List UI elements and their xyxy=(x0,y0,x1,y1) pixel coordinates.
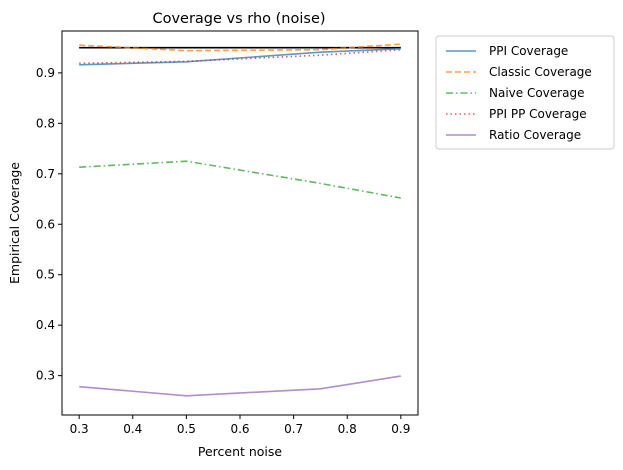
y-tick-label: 0.5 xyxy=(36,268,55,282)
x-tick-label: 0.4 xyxy=(123,422,142,436)
series-line-classic-coverage xyxy=(79,43,401,52)
legend-label: Ratio Coverage xyxy=(489,128,581,142)
legend-label: Naive Coverage xyxy=(489,86,584,100)
x-tick-label: 0.3 xyxy=(70,422,89,436)
x-tick-label: 0.5 xyxy=(177,422,196,436)
plot-area xyxy=(62,31,418,415)
y-tick-label: 0.8 xyxy=(36,116,55,130)
x-tick-label: 0.6 xyxy=(230,422,249,436)
legend-box xyxy=(435,35,615,150)
y-axis: 0.3 0.4 0.5 0.6 0.7 0.8 0.9 xyxy=(36,66,62,383)
y-tick-label: 0.4 xyxy=(36,318,55,332)
legend-label: Classic Coverage xyxy=(489,65,592,79)
legend-label: PPI PP Coverage xyxy=(489,107,587,121)
y-tick-label: 0.6 xyxy=(36,217,55,231)
y-tick-label: 0.9 xyxy=(36,66,55,80)
x-tick-label: 0.7 xyxy=(284,422,303,436)
y-tick-label: 0.7 xyxy=(36,167,55,181)
x-tick-label: 0.8 xyxy=(338,422,357,436)
x-axis: 0.3 0.4 0.5 0.6 0.7 0.8 0.9 xyxy=(70,415,410,436)
x-tick-label: 0.9 xyxy=(391,422,410,436)
legend-label: PPI Coverage xyxy=(489,44,568,58)
y-tick-label: 0.3 xyxy=(36,369,55,383)
y-axis-label: Empirical Coverage xyxy=(7,162,22,284)
plot-frame xyxy=(61,30,419,416)
series-line-ppi-coverage xyxy=(79,47,401,66)
x-axis-label: Percent noise xyxy=(198,444,283,459)
series-line-ratio-coverage xyxy=(79,375,401,397)
series-line-naive-coverage xyxy=(79,160,401,199)
plot-marks xyxy=(79,43,401,397)
chart-title: Coverage vs rho (noise) xyxy=(152,11,325,27)
legend: PPI Coverage Classic Coverage Naive Covera… xyxy=(435,35,615,150)
